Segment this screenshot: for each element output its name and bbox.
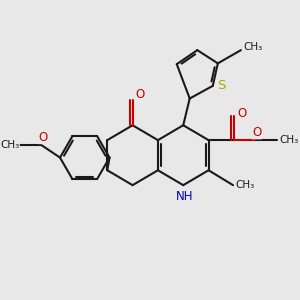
- Text: O: O: [38, 130, 47, 144]
- Text: O: O: [252, 126, 262, 139]
- Text: CH₃: CH₃: [0, 140, 19, 150]
- Text: NH: NH: [176, 190, 194, 203]
- Text: CH₃: CH₃: [243, 42, 262, 52]
- Text: CH₃: CH₃: [235, 180, 254, 190]
- Text: O: O: [135, 88, 144, 101]
- Text: O: O: [237, 107, 246, 121]
- Text: S: S: [218, 79, 226, 92]
- Text: CH₃: CH₃: [279, 135, 298, 145]
